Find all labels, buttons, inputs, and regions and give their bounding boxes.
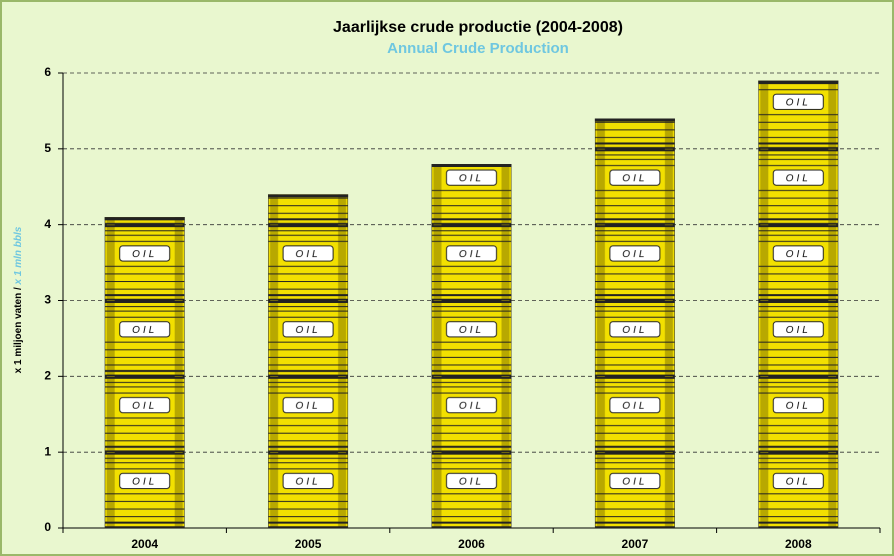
y-tick-label: 0 [44, 520, 51, 534]
bar [595, 119, 675, 529]
x-tick-label: 2006 [458, 537, 485, 551]
chart-subtitle: Annual Crude Production [387, 40, 569, 57]
y-tick-label: 5 [44, 141, 51, 155]
x-tick-label: 2008 [785, 537, 812, 551]
y-tick-label: 4 [44, 217, 51, 231]
bar [758, 81, 838, 528]
bar [432, 164, 512, 528]
y-label-en: x 1 mln bbls [13, 226, 24, 285]
chart-title: Jaarlijkse crude productie (2004-2008) [333, 19, 623, 36]
y-tick-label: 6 [44, 65, 51, 79]
y-tick-label: 1 [44, 444, 51, 458]
chart: OIL Jaarlijkse crude productie (2004-200… [0, 0, 894, 556]
y-tick-label: 3 [44, 293, 51, 307]
x-tick-label: 2004 [131, 537, 158, 551]
bar-top [432, 164, 512, 167]
x-tick-label: 2005 [295, 537, 322, 551]
y-tick-label: 2 [44, 369, 51, 383]
y-label-nl: x 1 miljoen vaten / [13, 287, 24, 373]
bar [105, 217, 185, 528]
bar-top [268, 194, 348, 197]
x-tick-label: 2007 [622, 537, 649, 551]
bar-top [105, 217, 185, 220]
bar-top [595, 119, 675, 122]
bar [268, 194, 348, 528]
bar-top [758, 81, 838, 84]
y-axis-label: x 1 miljoen vaten / x 1 mln bbls [13, 226, 24, 373]
